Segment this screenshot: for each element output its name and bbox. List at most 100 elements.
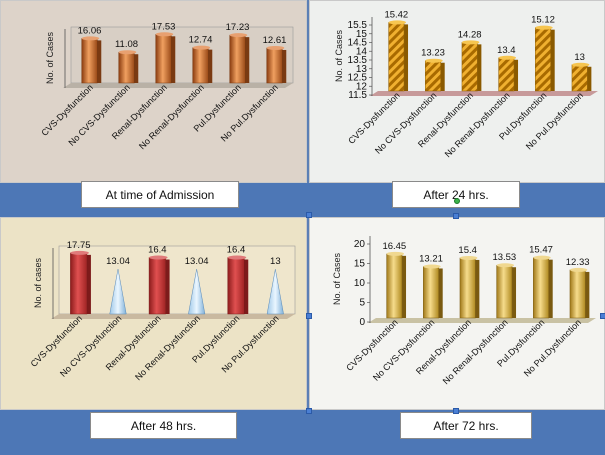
data-label: 13.04 xyxy=(106,256,130,267)
chart-panel-24hrs: 11.5 12 12.5 13 13.5 14 14.5 15 15.5 No. of Cases… xyxy=(309,0,605,183)
bar xyxy=(535,27,551,92)
bar-side xyxy=(585,271,590,318)
y-axis-label: No. of Cases xyxy=(45,31,55,84)
rotate-handle[interactable] xyxy=(454,198,460,204)
bar-side xyxy=(244,259,249,314)
x-tick-label: No CVS-Dysfunction xyxy=(66,82,131,147)
y-axis-label: No. of Cases xyxy=(332,252,342,305)
chart-48hrs: No. of cases17.75CVS-Dysfunction13.04No … xyxy=(29,240,296,382)
x-tick-label: No CVS-Dysfunction xyxy=(371,317,436,382)
caption-48hrs: After 48 hrs. xyxy=(90,412,237,439)
bar-top xyxy=(192,45,211,50)
bar-side xyxy=(587,66,592,91)
bar-side xyxy=(245,37,250,83)
bar-side xyxy=(404,24,409,91)
resize-handle[interactable] xyxy=(600,313,605,319)
bar-top xyxy=(118,50,137,55)
bar-side xyxy=(208,49,213,83)
bar-top xyxy=(569,267,588,272)
chart-panel-admission: No. of Cases 16.06 CVS-Dysfunction 11.08 No … xyxy=(0,0,307,183)
plot-area: No. of Cases16.06CVS-Dysfunction11.08No … xyxy=(39,21,294,151)
y-tick-label: 12.5 xyxy=(348,73,368,84)
data-label: 17.23 xyxy=(226,22,250,33)
bar xyxy=(118,51,135,84)
bar xyxy=(386,253,403,319)
bar xyxy=(569,269,586,319)
data-label: 12.61 xyxy=(263,35,287,46)
data-label: 13.4 xyxy=(497,45,516,56)
data-label: 13.04 xyxy=(185,256,209,267)
bar-side xyxy=(438,268,443,318)
data-label: 16.06 xyxy=(78,25,102,36)
resize-handle[interactable] xyxy=(453,213,459,219)
data-label: 17.53 xyxy=(152,21,176,32)
bar xyxy=(425,60,441,92)
data-label: 13.53 xyxy=(492,252,516,263)
bar-side xyxy=(475,259,480,318)
bar xyxy=(227,257,245,315)
bar-top xyxy=(227,255,247,260)
data-label: 17.75 xyxy=(67,240,91,251)
plot-wall xyxy=(58,245,296,315)
bar-side xyxy=(477,44,482,91)
bar-top xyxy=(386,251,405,256)
x-tick-label: No Renal-Dysfunction xyxy=(441,317,510,386)
bar xyxy=(109,269,127,315)
data-label: 16.4 xyxy=(227,245,246,256)
x-tick-label: No Renal-Dysfunction xyxy=(133,313,202,382)
bar-top xyxy=(533,255,551,260)
y-tick-label: 15 xyxy=(354,259,366,270)
data-label: 13 xyxy=(574,52,585,63)
data-label: 11.08 xyxy=(115,39,138,50)
bar xyxy=(266,269,284,315)
bar xyxy=(229,34,246,84)
bar-side xyxy=(165,259,170,314)
data-label: 15.4 xyxy=(458,245,477,256)
bar xyxy=(266,47,283,84)
bar-top xyxy=(229,33,248,38)
data-label: 13.23 xyxy=(421,48,445,59)
bar-top xyxy=(498,55,517,60)
bar-top xyxy=(81,36,100,41)
bar-side xyxy=(550,29,555,91)
bar-top xyxy=(149,255,168,260)
resize-handle[interactable] xyxy=(453,408,459,414)
resize-handle[interactable] xyxy=(306,408,312,414)
bar-side xyxy=(512,267,517,318)
bar-side xyxy=(282,49,287,83)
bar-side xyxy=(171,36,176,83)
bar xyxy=(461,42,478,92)
caption-24hrs: After 24 hrs. xyxy=(392,181,520,208)
resize-handle[interactable] xyxy=(306,212,312,218)
plot-floor xyxy=(51,314,295,319)
y-axis-label: No. of Cases xyxy=(334,29,344,82)
data-label: 12.33 xyxy=(566,257,590,268)
y-tick-label: 15 xyxy=(356,29,368,40)
resize-handle[interactable] xyxy=(306,313,312,319)
data-label: 13 xyxy=(270,256,281,267)
bar xyxy=(388,22,405,92)
y-tick-label: 5 xyxy=(359,298,365,309)
y-tick-label: 12 xyxy=(356,81,368,92)
bar-top xyxy=(571,62,590,67)
plot-floor xyxy=(370,91,598,96)
y-tick-label: 0 xyxy=(359,317,365,328)
bar xyxy=(459,257,476,319)
bar-top xyxy=(70,250,89,255)
data-label: 15.47 xyxy=(529,245,553,256)
bar-top xyxy=(496,263,515,268)
bar xyxy=(571,64,588,92)
data-label: 15.12 xyxy=(531,15,555,26)
data-label: 14.28 xyxy=(458,29,482,40)
plot-floor xyxy=(368,318,596,323)
bar-top xyxy=(423,264,441,269)
bar-top xyxy=(425,58,443,63)
bar xyxy=(192,47,209,84)
chart-panel-72hrs: 0 5 10 15 20 No. of Cases 16.45 CVS-Dysfunction… xyxy=(309,217,605,410)
bar xyxy=(148,257,166,315)
data-label: 13.21 xyxy=(419,253,443,264)
